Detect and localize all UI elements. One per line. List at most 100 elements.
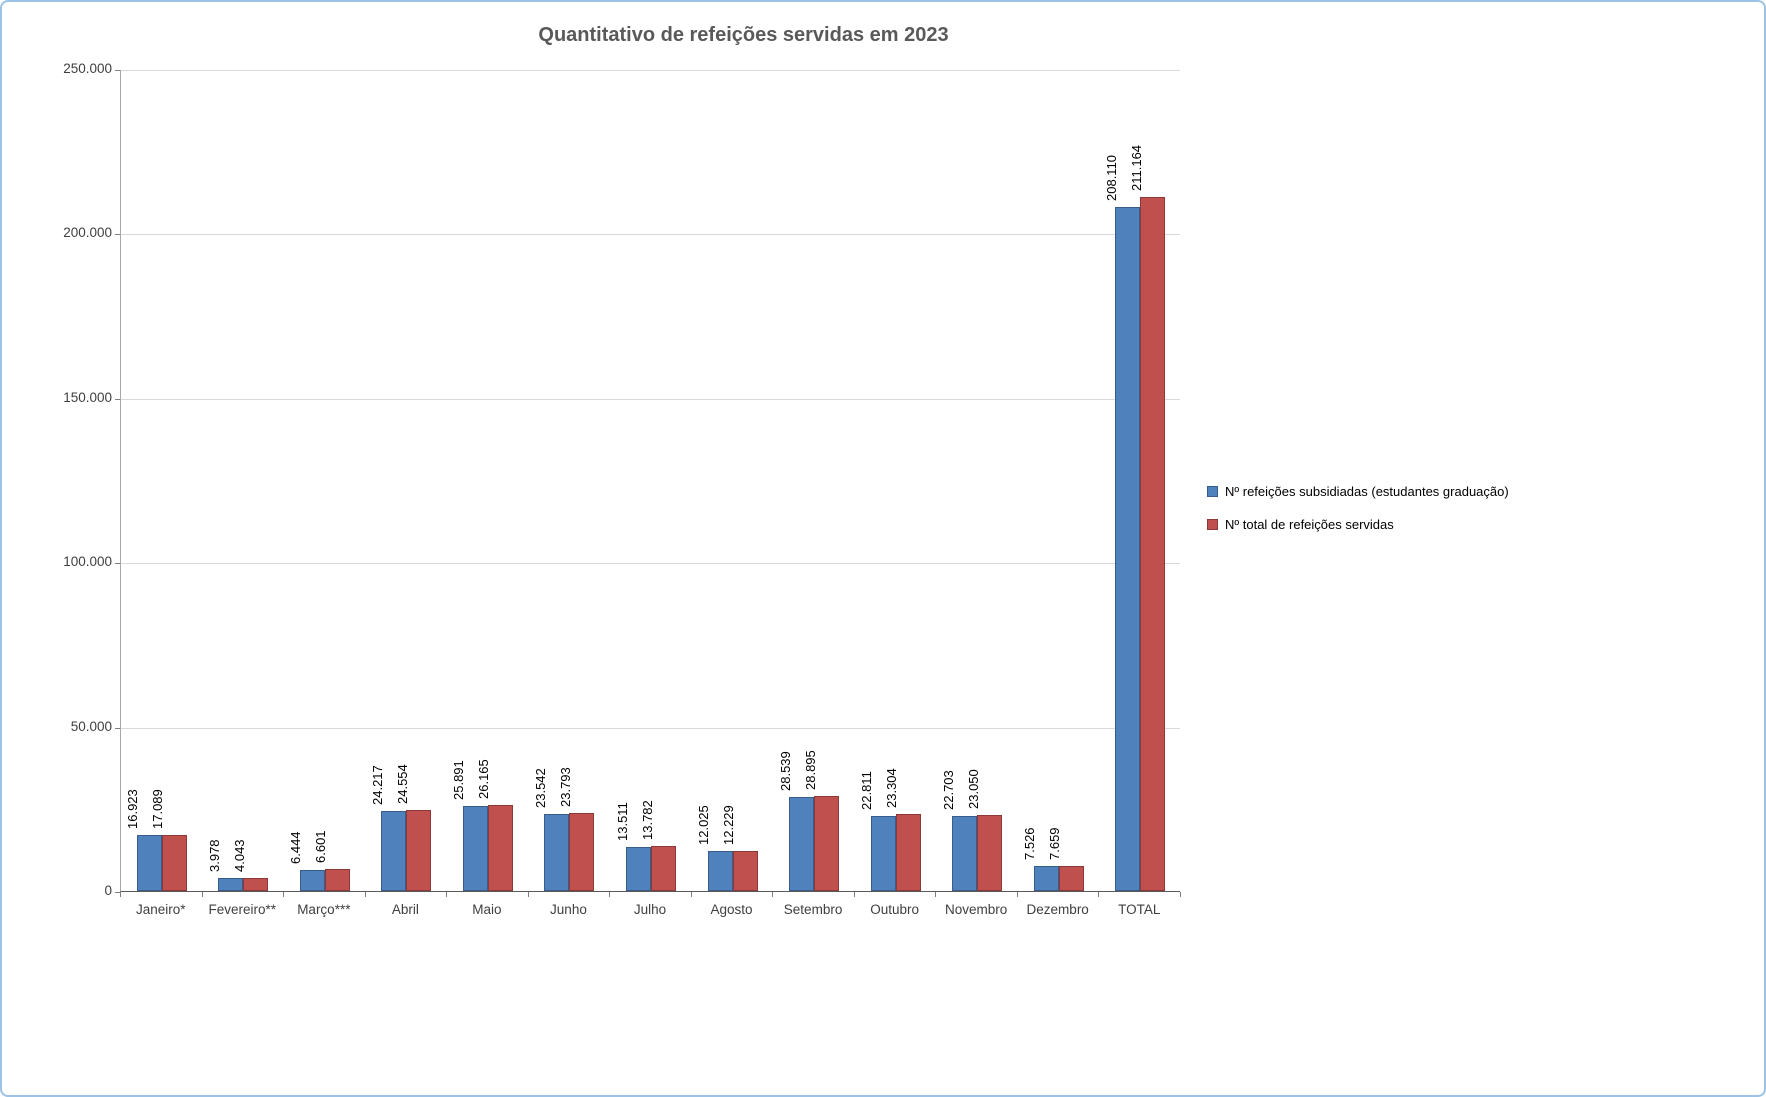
bar-value-label: 25.891 xyxy=(451,760,467,800)
bar-value-label: 3.978 xyxy=(206,839,222,872)
x-axis-category-label: Fevereiro** xyxy=(208,902,277,917)
bar-value-label: 22.703 xyxy=(940,770,956,811)
y-axis-tick-label: 150.000 xyxy=(63,389,112,405)
bar-subsidiadas xyxy=(218,877,244,891)
bar-subsidiadas xyxy=(1033,866,1059,891)
x-axis-category-label: Setembro xyxy=(783,902,843,917)
x-axis-tick xyxy=(935,892,937,897)
legend-swatch-subsidiadas xyxy=(1207,486,1218,497)
legend-item: Nº total de refeições servidas xyxy=(1207,517,1509,532)
bar-total xyxy=(243,877,269,891)
bar-value-label: 7.659 xyxy=(1047,827,1063,860)
bar-value-label: 7.526 xyxy=(1022,827,1038,861)
bar-subsidiadas xyxy=(789,797,815,891)
gridline xyxy=(121,563,1180,565)
x-axis-tick xyxy=(283,892,285,897)
bar-total xyxy=(1058,865,1084,891)
gridline xyxy=(121,727,1180,729)
bar-subsidiadas xyxy=(707,851,733,891)
y-axis-tick xyxy=(115,727,120,729)
bar-value-label: 4.043 xyxy=(231,839,247,872)
bar-value-label: 208.110 xyxy=(1103,154,1119,201)
x-axis-tick xyxy=(446,892,448,897)
x-axis-category-label: Outubro xyxy=(870,902,919,917)
y-axis-tick-label: 0 xyxy=(104,883,112,898)
y-axis-tick xyxy=(115,563,120,565)
x-axis-tick xyxy=(1016,892,1018,897)
bar-value-label: 22.811 xyxy=(859,771,875,810)
y-axis-tick-label: 200.000 xyxy=(63,225,112,241)
bar-total xyxy=(1140,196,1166,891)
y-axis-tick xyxy=(115,234,120,236)
bar-subsidiadas xyxy=(870,816,896,891)
x-axis-category-label: Junho xyxy=(550,902,587,917)
x-axis-category-label: Maio xyxy=(472,902,502,917)
y-axis-tick-label: 250.000 xyxy=(63,61,112,76)
bar-total xyxy=(487,804,513,891)
bar-subsidiadas xyxy=(1115,206,1141,891)
bar-value-label: 6.601 xyxy=(313,830,329,864)
bar-value-label: 211.164 xyxy=(1128,144,1144,191)
bar-total xyxy=(895,814,921,891)
x-axis-tick xyxy=(853,892,855,897)
gridline xyxy=(121,234,1180,236)
legend-item: Nº refeições subsidiadas (estudantes gra… xyxy=(1207,484,1509,499)
x-axis-category-label: Julho xyxy=(633,902,667,917)
x-axis-tick xyxy=(772,892,774,897)
bar-total xyxy=(651,845,676,891)
bar-value-label: 26.165 xyxy=(476,759,492,799)
bar-value-label: 23.793 xyxy=(557,767,573,807)
x-axis-category-label: Abril xyxy=(391,902,419,917)
gridline xyxy=(121,398,1180,400)
x-axis-tick xyxy=(1098,892,1100,897)
bar-value-label: 23.304 xyxy=(884,768,900,809)
x-axis-category-label: Março*** xyxy=(297,902,351,917)
bar-subsidiadas xyxy=(626,846,651,891)
bar-total xyxy=(732,850,758,891)
y-axis-tick-label: 100.000 xyxy=(63,554,112,570)
legend: Nº refeições subsidiadas (estudantes gra… xyxy=(1207,484,1509,550)
x-axis-category-label: Novembro xyxy=(945,902,1008,917)
x-axis-tick xyxy=(527,892,529,897)
x-axis-category-label: TOTAL xyxy=(1118,902,1161,917)
bar-value-label: 6.444 xyxy=(288,831,304,864)
x-axis-tick xyxy=(690,892,692,897)
legend-label: Nº total de refeições servidas xyxy=(1225,517,1394,532)
bar-total xyxy=(977,815,1003,891)
bar-subsidiadas xyxy=(381,811,407,891)
chart-title: Quantitativo de refeições servidas em 20… xyxy=(538,24,949,46)
x-axis-tick xyxy=(609,892,611,897)
x-axis-category-label: Dezembro xyxy=(1026,902,1089,917)
bar-value-label: 13.782 xyxy=(639,799,655,840)
bar-subsidiadas xyxy=(952,816,978,891)
x-axis-category-label: Janeiro* xyxy=(136,902,186,917)
bar-value-label: 24.217 xyxy=(369,765,385,806)
bar-total xyxy=(324,869,350,891)
x-axis-tick xyxy=(1180,892,1181,897)
bar-total xyxy=(569,812,595,891)
bar-value-label: 13.511 xyxy=(614,801,630,841)
y-axis-tick-label: 50.000 xyxy=(70,718,112,734)
bar-subsidiadas xyxy=(136,835,162,891)
gridline xyxy=(121,70,1180,71)
x-axis-tick xyxy=(120,892,121,897)
bar-value-label: 12.025 xyxy=(696,805,712,846)
x-axis-tick xyxy=(364,892,366,897)
bar-value-label: 28.895 xyxy=(802,750,818,790)
x-axis-category-label: Agosto xyxy=(710,902,753,917)
plot-area: 16.923 17.089 3.978 4.043 6.444 6.601 24.217 24… xyxy=(120,70,1180,892)
bar-subsidiadas xyxy=(544,813,570,891)
legend-swatch-total xyxy=(1207,519,1218,530)
y-axis-tick xyxy=(115,892,120,893)
bar-subsidiadas xyxy=(462,805,488,891)
bar-value-label: 28.539 xyxy=(777,751,793,792)
bar-value-label: 23.542 xyxy=(532,767,548,808)
bar-value-label: 23.050 xyxy=(965,769,981,810)
y-axis-tick xyxy=(115,398,120,400)
legend-label: Nº refeições subsidiadas (estudantes gra… xyxy=(1225,484,1509,499)
bar-value-label: 16.923 xyxy=(125,789,141,830)
bar-value-label: 12.229 xyxy=(721,805,737,845)
bar-subsidiadas xyxy=(299,869,325,891)
x-axis-tick xyxy=(201,892,203,897)
